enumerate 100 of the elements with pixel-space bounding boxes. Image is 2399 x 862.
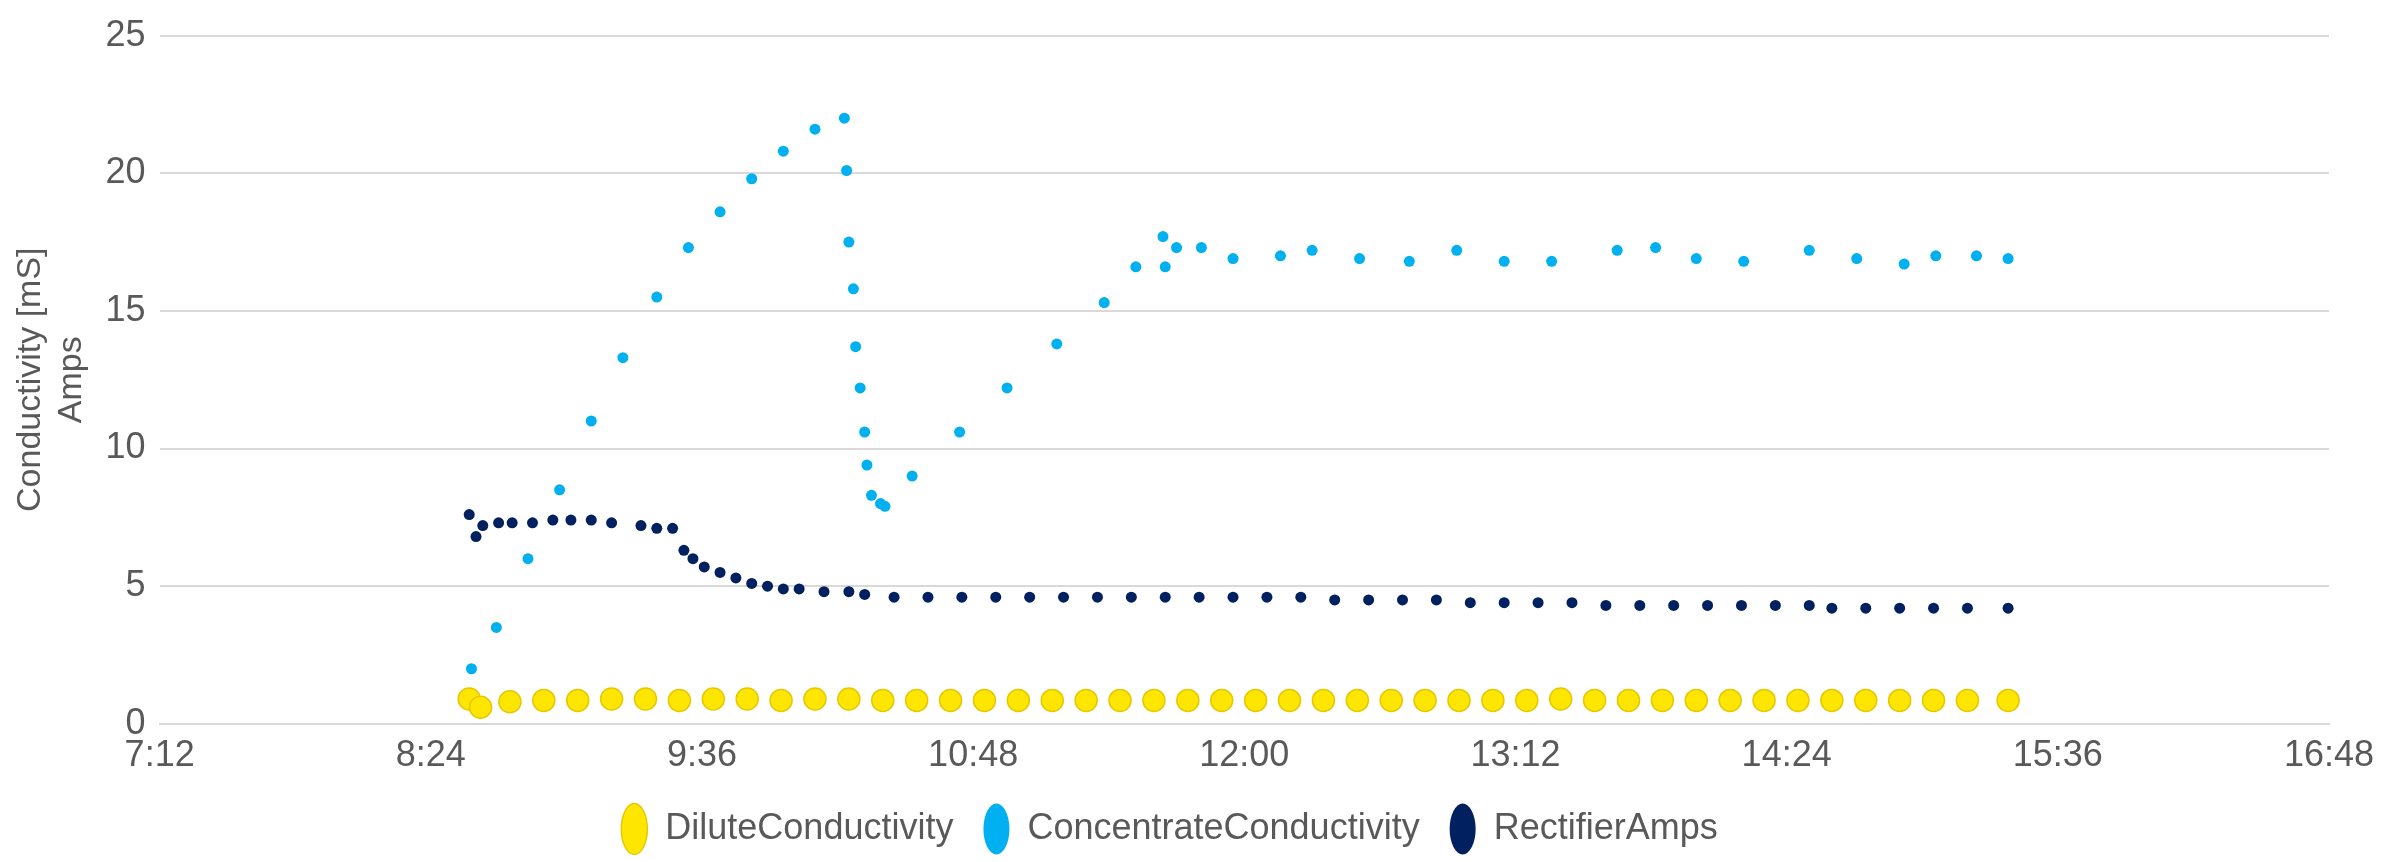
point xyxy=(1227,591,1239,603)
point xyxy=(818,586,830,598)
point xyxy=(1403,255,1415,267)
point xyxy=(1690,253,1702,265)
point xyxy=(714,566,726,578)
point xyxy=(465,663,477,675)
point xyxy=(1159,261,1171,273)
x-tick-label: 9:36 xyxy=(666,733,738,775)
point xyxy=(493,517,505,529)
point xyxy=(1769,599,1781,611)
point xyxy=(470,531,482,543)
point xyxy=(1295,591,1307,603)
point xyxy=(1498,255,1510,267)
x-tick-label: 16:48 xyxy=(2283,733,2375,775)
point xyxy=(667,688,692,713)
point xyxy=(1996,688,2020,713)
x-tick-label: 8:24 xyxy=(395,733,466,775)
point xyxy=(972,688,997,713)
point xyxy=(762,580,774,592)
point xyxy=(1447,688,1471,713)
point xyxy=(1171,242,1183,254)
point xyxy=(1860,602,1872,614)
point xyxy=(906,470,918,482)
point xyxy=(871,688,895,713)
point xyxy=(1413,688,1437,713)
point xyxy=(1108,688,1132,713)
point xyxy=(793,583,805,595)
point xyxy=(1125,591,1137,603)
point xyxy=(565,688,590,713)
point xyxy=(843,586,855,598)
point xyxy=(1024,591,1036,603)
point xyxy=(1611,244,1623,256)
point xyxy=(532,688,556,713)
point xyxy=(714,206,726,218)
point xyxy=(1546,255,1558,267)
point xyxy=(617,352,629,364)
point xyxy=(1634,599,1646,611)
y-tick-label: 20 xyxy=(105,150,146,192)
y-tick-label: 5 xyxy=(125,563,146,605)
point xyxy=(1274,250,1286,262)
point xyxy=(954,426,966,438)
x-tick-label: 12:00 xyxy=(1199,733,1290,775)
point xyxy=(904,688,929,713)
point xyxy=(1702,599,1714,611)
point xyxy=(854,382,866,394)
point xyxy=(1650,242,1662,254)
point xyxy=(837,687,861,711)
point xyxy=(1718,688,1742,713)
point xyxy=(1930,250,1942,262)
point xyxy=(809,123,821,135)
point xyxy=(1566,597,1578,609)
legend-label: ConcentrateConductivity xyxy=(1027,805,1420,847)
x-tick-label: 10:48 xyxy=(928,733,1019,775)
point xyxy=(1001,382,1013,394)
point xyxy=(730,572,742,584)
point xyxy=(585,415,597,427)
point xyxy=(1582,688,1607,713)
point xyxy=(838,112,850,124)
point xyxy=(1277,688,1302,713)
point xyxy=(1498,597,1510,609)
x-tick-label: 14:24 xyxy=(1741,733,1832,775)
point xyxy=(1735,599,1747,611)
point xyxy=(1928,602,1940,614)
point xyxy=(1159,591,1171,603)
point xyxy=(1532,597,1544,609)
point xyxy=(1176,688,1200,713)
y-axis-title: Conductivity [mS] Amps xyxy=(8,247,88,512)
point xyxy=(1786,688,1810,713)
point xyxy=(1738,255,1750,267)
point xyxy=(1363,594,1375,606)
point xyxy=(1091,591,1103,603)
point xyxy=(850,341,862,353)
point xyxy=(1157,231,1169,243)
point xyxy=(1130,261,1142,273)
point xyxy=(1650,688,1675,713)
point xyxy=(565,514,577,526)
point xyxy=(746,173,758,185)
point xyxy=(859,588,871,600)
point xyxy=(1921,688,1946,713)
point xyxy=(938,688,963,713)
point xyxy=(1600,599,1612,611)
point xyxy=(746,577,758,589)
point xyxy=(1074,688,1098,713)
point xyxy=(667,522,679,534)
point xyxy=(1668,599,1680,611)
y-tick-label: 15 xyxy=(105,287,146,329)
point xyxy=(1193,591,1205,603)
point xyxy=(490,621,502,633)
point xyxy=(633,687,658,711)
point xyxy=(803,687,827,711)
point xyxy=(1515,688,1539,713)
point xyxy=(1354,253,1366,265)
point xyxy=(477,520,489,532)
point xyxy=(956,591,968,603)
legend-label: DiluteConductivity xyxy=(665,805,954,847)
point xyxy=(1451,244,1463,256)
point xyxy=(841,164,853,176)
point xyxy=(1397,594,1408,606)
point xyxy=(1306,244,1318,256)
point xyxy=(2002,602,2014,614)
